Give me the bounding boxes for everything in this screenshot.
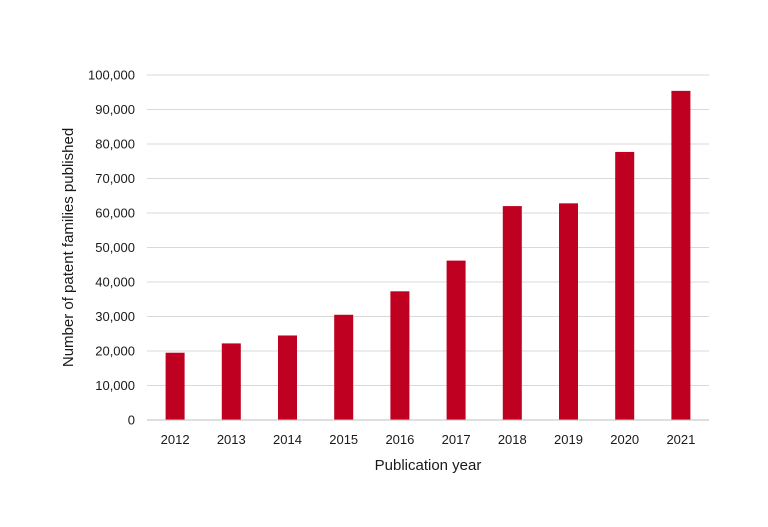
bar-2020 bbox=[615, 151, 635, 420]
x-axis-title: Publication year bbox=[375, 457, 482, 474]
x-tick-label: 2015 bbox=[329, 432, 358, 447]
bars bbox=[165, 90, 691, 421]
y-tick-label: 30,000 bbox=[95, 309, 135, 324]
y-tick-label: 20,000 bbox=[95, 344, 135, 359]
x-tick-label: 2012 bbox=[161, 432, 190, 447]
bar-2016 bbox=[390, 291, 410, 420]
x-tick-label: 2013 bbox=[217, 432, 246, 447]
bar-2021 bbox=[671, 90, 691, 421]
y-tick-label: 60,000 bbox=[95, 206, 135, 221]
bar-2017 bbox=[446, 260, 466, 420]
y-tick-label: 10,000 bbox=[95, 378, 135, 393]
y-tick-label: 90,000 bbox=[95, 102, 135, 117]
x-tick-label: 2014 bbox=[273, 432, 302, 447]
x-tick-label: 2018 bbox=[498, 432, 527, 447]
bar-2015 bbox=[334, 314, 354, 420]
x-tick-label: 2016 bbox=[385, 432, 414, 447]
bar-2019 bbox=[559, 203, 578, 420]
x-tick-labels: 2012 2013 2014 2015 2016 2017 2018 2019 2020 2021 bbox=[161, 432, 696, 447]
y-tick-label: 70,000 bbox=[95, 171, 135, 186]
x-tick-label: 2021 bbox=[666, 432, 695, 447]
bar-2013 bbox=[221, 343, 241, 420]
y-tick-label: 50,000 bbox=[95, 240, 135, 255]
y-tick-labels: 0 10,000 20,000 30,000 40,000 50,000 60,000 70,… bbox=[88, 68, 135, 428]
bar-2012 bbox=[165, 352, 185, 420]
bar-2018 bbox=[502, 206, 522, 420]
x-tick-label: 2019 bbox=[554, 432, 583, 447]
x-tick-label: 2017 bbox=[442, 432, 471, 447]
y-tick-label: 40,000 bbox=[95, 275, 135, 290]
y-axis-title: Number of patent families published bbox=[60, 128, 77, 367]
y-tick-label: 0 bbox=[128, 413, 135, 428]
x-tick-label: 2020 bbox=[610, 432, 639, 447]
y-tick-label: 80,000 bbox=[95, 137, 135, 152]
bar-2014 bbox=[278, 335, 297, 420]
y-tick-label: 100,000 bbox=[88, 68, 135, 83]
